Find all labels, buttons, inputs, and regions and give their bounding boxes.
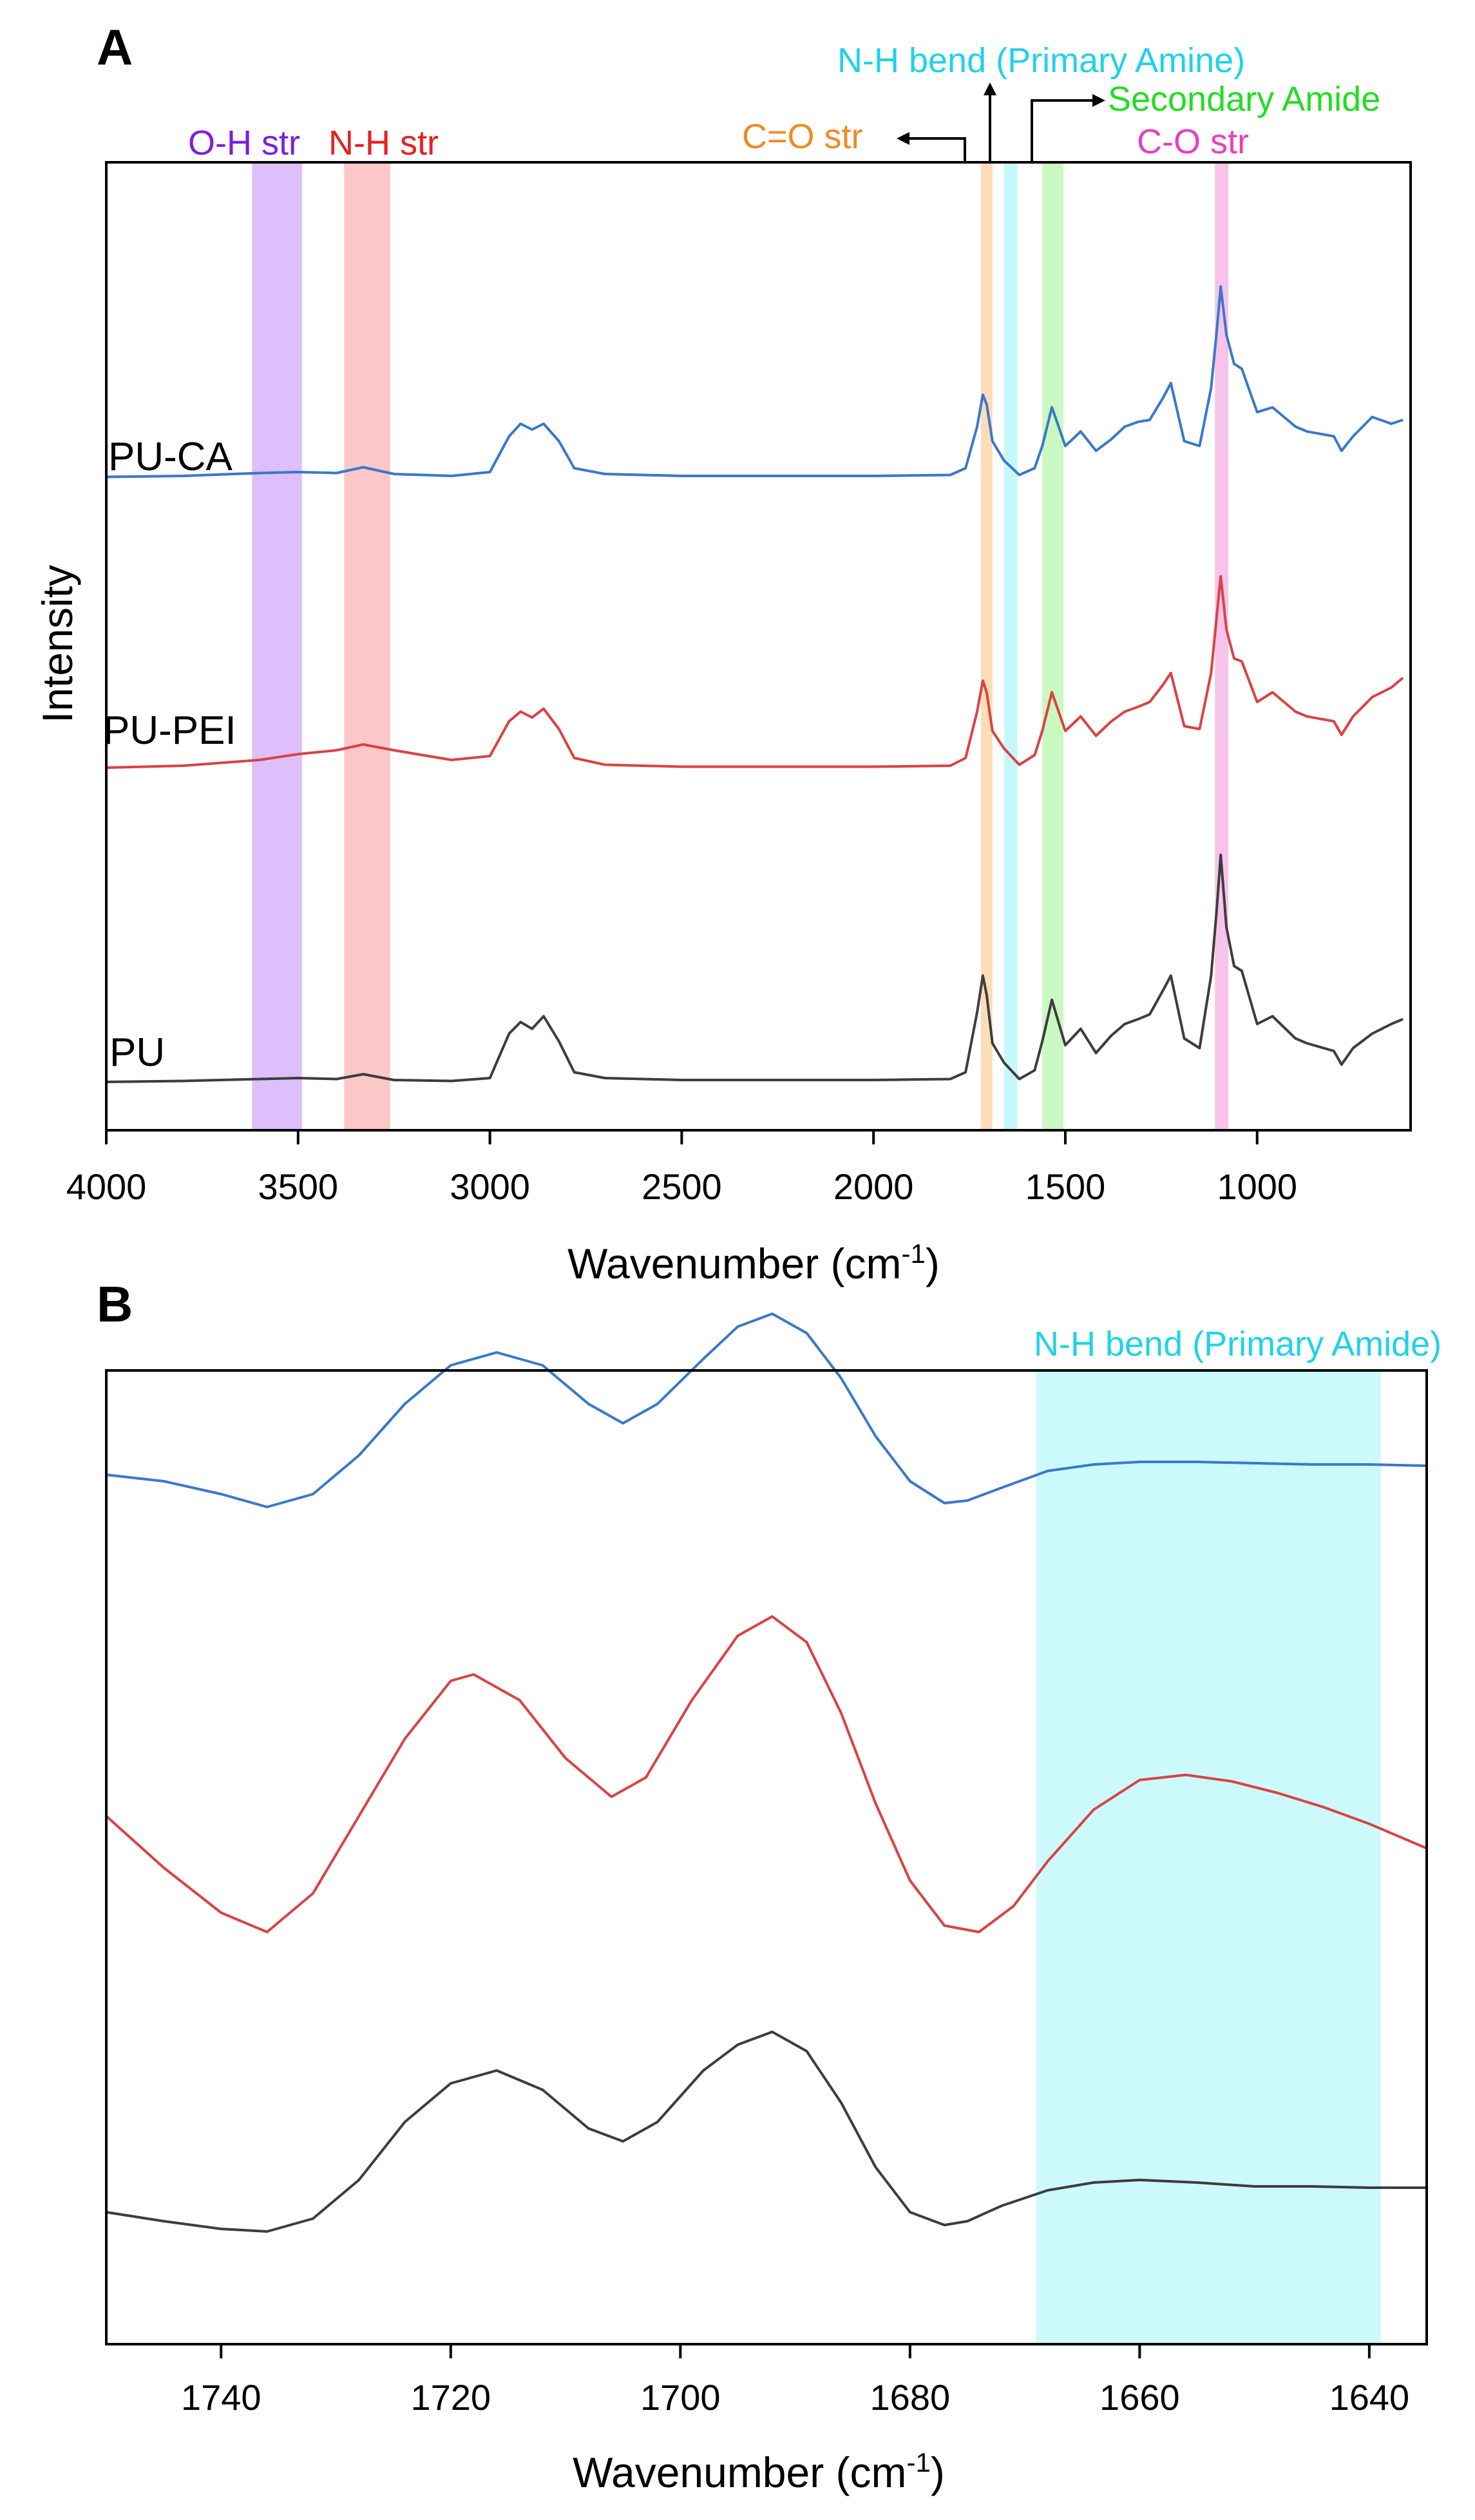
nh-bend-arrowhead [984,82,996,95]
panel-a-annotations: O-H str N-H str C=O str N-H bend (Primar… [188,41,1380,162]
band-n-h-bend-primary-amide [1036,1370,1381,2344]
panel-b-bands [1036,1370,1381,2344]
xtick-label: 2500 [642,1166,722,1207]
xtick-label: 3000 [450,1166,530,1207]
panel-b: B 1740 1720 1700 1680 1660 1640 N-H bend (Pri… [97,1276,1442,2496]
band-n-h-bend-primary-amine [1004,162,1018,1130]
panel-a-ylabel: Intensity [33,565,81,723]
annotation-arrows [897,82,1105,161]
panel-a-series-labels: PU-CA PU-PEI PU [103,435,236,1075]
panel-a-letter: A [97,19,133,75]
annotation-nh-bend-primary-amide: N-H bend (Primary Amide) [1034,1325,1442,1363]
annotation-c-o-str: C-O str [1137,122,1249,161]
band-c-o-str [1215,162,1229,1130]
xtick-label: 1640 [1329,2377,1410,2418]
series-line-pu-pei [106,575,1404,769]
panel-a-bands [252,162,1229,1130]
xtick-label: 4000 [66,1166,147,1207]
series-label-pu-pei: PU-PEI [103,708,236,753]
panel-b-xlabel: Wavenumber (cm-1) [573,2447,945,2496]
panel-a-frame [105,161,1412,1132]
xtick-label: 1500 [1025,1166,1106,1207]
panel-a-xticks: 4000 3500 3000 2500 2000 1500 1000 [66,1130,1297,1207]
panel-a-lines [106,285,1404,1083]
panel-b-frame [105,1369,1428,2345]
band-n-h-str [344,162,390,1130]
panel-a: A 4000 3500 3000 2500 2000 1500 1000 PU-CA PU-… [33,19,1412,1287]
secondary-amide-arrowhead [1092,94,1105,107]
panel-a-xlabel: Wavenumber (cm-1) [567,1238,940,1287]
panel-b-lines [105,1312,1427,2233]
xtick-label: 1720 [410,2377,491,2418]
panel-b-letter: B [97,1276,133,1332]
series-line-pu [106,2031,1427,2233]
annotation-nh-bend: N-H bend (Primary Amine) [837,41,1245,80]
xtick-label: 1000 [1217,1166,1297,1207]
series-line-pu-ca [106,285,1404,478]
band-secondary-amide [1042,162,1063,1130]
annotation-nh-str: N-H str [328,124,439,162]
band-o-h-str [252,162,302,1130]
series-label-pu-ca: PU-CA [108,435,233,479]
series-label-pu: PU [109,1030,165,1075]
annotation-secondary-amide: Secondary Amide [1108,80,1380,118]
xtick-label: 1660 [1099,2377,1180,2418]
xtick-label: 3500 [258,1166,339,1207]
xtick-label: 1700 [640,2377,721,2418]
co-arrowhead [897,132,909,145]
series-line-pu-pei [105,1615,1427,1933]
xtick-label: 1740 [181,2377,262,2418]
annotation-oh-str: O-H str [188,124,300,162]
xtick-label: 2000 [833,1166,914,1207]
co-arrow [902,137,966,161]
secondary-amide-arrow [1031,99,1100,161]
annotation-co-str: C=O str [742,117,863,156]
series-line-pu [106,853,1404,1083]
band-c-o-str [980,162,993,1130]
series-line-pu-ca [106,1312,1427,1508]
xtick-label: 1680 [870,2377,951,2418]
panel-b-xticks: 1740 1720 1700 1680 1660 1640 [181,2344,1409,2418]
